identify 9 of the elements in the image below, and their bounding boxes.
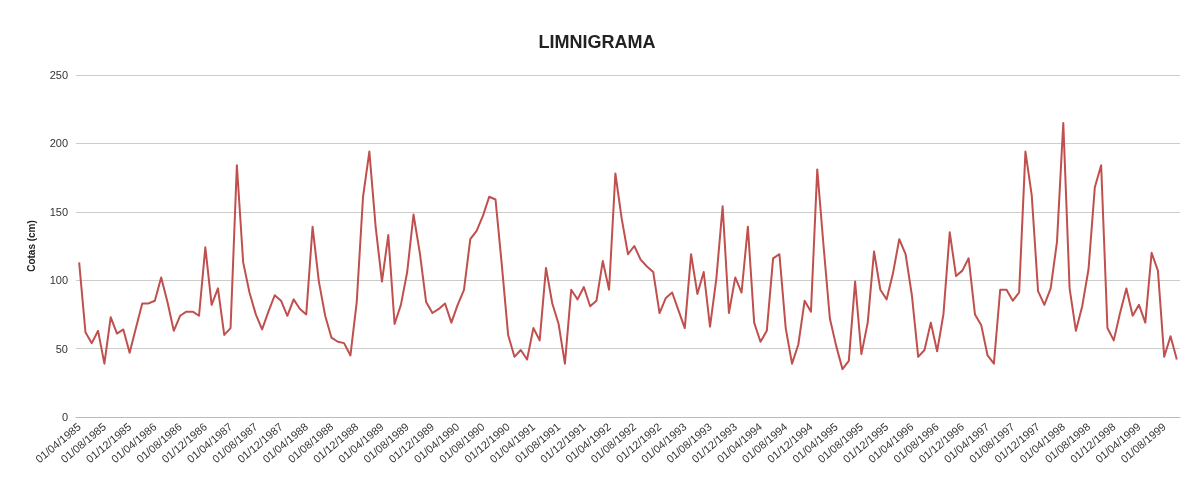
y-tick-label: 0 [61, 411, 68, 423]
y-tick-label: 150 [49, 205, 68, 218]
y-axis-title: Cotas (cm) [25, 220, 37, 272]
y-tick-label: 200 [49, 137, 68, 150]
chart-title: LIMNIGRAMA [538, 32, 656, 52]
y-tick-label: 250 [49, 69, 68, 81]
line-series [78, 121, 1178, 371]
y-tick-label: 50 [55, 342, 68, 355]
y-tick-label: 100 [49, 274, 68, 287]
